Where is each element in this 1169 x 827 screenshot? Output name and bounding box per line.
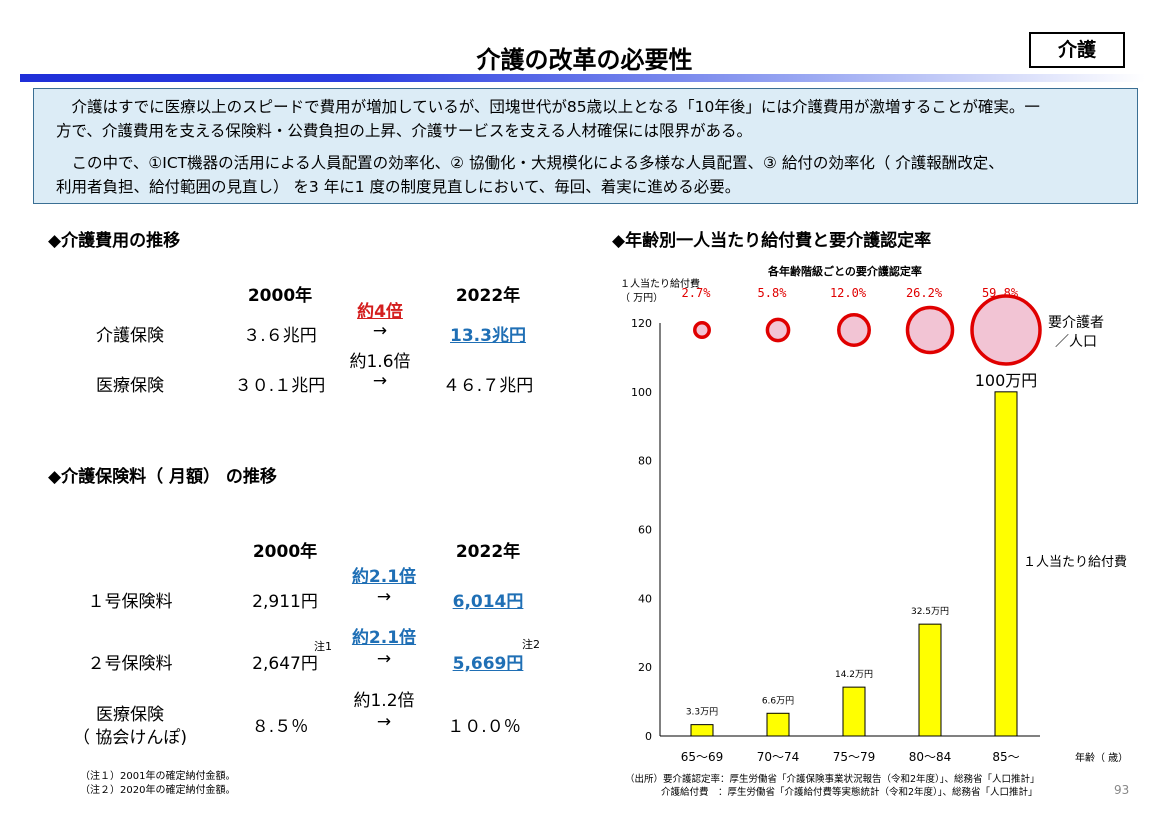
x-tick-label: 85～ <box>992 750 1019 764</box>
premium-row-from: 2,647円 <box>252 654 318 674</box>
premium-row-label: １号保険料 <box>87 592 173 612</box>
cost-row-ratio: 約4倍 <box>357 302 403 322</box>
premium-row-ratio: 約2.1倍 <box>351 567 417 587</box>
arrow-icon: → <box>372 321 388 341</box>
rate-label: 5.8% <box>758 286 788 300</box>
bar <box>842 686 866 737</box>
premium-heading: ◆介護保険料（ 月額） の推移 <box>48 467 277 487</box>
bar <box>690 724 714 737</box>
y-tick-label: 60 <box>638 524 652 537</box>
rate-bubble <box>970 294 1042 366</box>
y-axis-label: （ 万円） <box>620 292 663 304</box>
cost-row-ratio: 約1.6倍 <box>349 352 411 372</box>
y-tick-label: 100 <box>631 386 652 399</box>
y-tick-label: 120 <box>631 317 652 330</box>
category-tag: 介護 <box>1029 32 1125 68</box>
summary-box: 介護はすでに医療以上のスピードで費用が増加しているが、団塊世代が85歳以上となる… <box>33 88 1138 204</box>
page-number: 93 <box>1114 783 1130 797</box>
footnote: （注１）2001年の確定納付金額。 <box>80 771 236 782</box>
summary-p2-line2: 利用者負担、給付範囲の見直し） を3 年に1 度の制度見直しにおいて、毎回、着実… <box>56 178 741 196</box>
premium-row-ratio: 約1.2倍 <box>353 691 415 711</box>
benefit-chart: 0 20 40 60 80 100 120 １人当たり給付費 （ 万円） 各年齢階級ごとの要介護認… <box>620 264 1128 764</box>
premium-row-label-sub: （ 協会けんぽ) <box>72 728 188 748</box>
rate-label: 26.2% <box>906 286 943 300</box>
summary-p2-line1: この中で、①ICT機器の活用による人員配置の効率化、② 協働化・大規模化による多… <box>56 154 1004 172</box>
premium-row-to: 6,014円 <box>452 592 524 612</box>
cost-row-label: 介護保険 <box>96 326 164 346</box>
bar <box>918 623 942 737</box>
premium-row-to: 5,669円 <box>452 654 524 674</box>
header-divider <box>20 74 1145 82</box>
cost-row-to: 13.3兆円 <box>450 326 526 346</box>
arrow-icon: → <box>376 712 392 732</box>
x-axis-label: 年齢（ 歳） <box>1075 751 1128 764</box>
rate-label: 2.7% <box>682 286 712 300</box>
page-title: 介護の改革の必要性 <box>476 46 693 74</box>
arrow-icon: → <box>372 371 388 391</box>
y-tick-label: 0 <box>645 730 652 743</box>
chart-heading: ◆年齢別一人当たり給付費と要介護認定率 <box>612 231 932 251</box>
y-tick-label: 80 <box>638 455 652 468</box>
rate-bubble <box>765 317 791 343</box>
y-tick-label: 40 <box>638 592 652 605</box>
source-note: （出所）要介護認定率：厚生労働省「介護保険事業状況報告（令和2年度）」、総務省「… <box>625 774 1040 785</box>
bar-value-label: 3.3万円 <box>686 707 718 718</box>
cost-row-from: ３.６兆円 <box>243 326 317 346</box>
premium-row-label: 医療保険 <box>96 705 164 725</box>
premium-row-to: １０.０％ <box>447 717 521 737</box>
y-axis-label: １人当たり給付費 <box>620 277 700 290</box>
cost-year-to: 2022年 <box>455 286 521 306</box>
rate-bubble <box>693 321 711 339</box>
footnote-marker: 注1 <box>314 640 332 653</box>
chart-subtitle: 各年齢階級ごとの要介護認定率 <box>767 264 922 278</box>
summary-p1-line1: 介護はすでに医療以上のスピードで費用が増加しているが、団塊世代が85歳以上となる… <box>56 98 1040 116</box>
series-legend: １人当たり給付費 <box>1023 555 1127 570</box>
rate-legend: 要介護者 <box>1048 315 1104 331</box>
bar-value-label: 100万円 <box>975 371 1038 390</box>
bar-value-label: 32.5万円 <box>911 606 949 617</box>
rate-bubble <box>837 313 871 347</box>
cost-row-from: ３０.１兆円 <box>234 376 326 396</box>
y-tick-label: 20 <box>638 661 652 674</box>
x-tick-label: 70～74 <box>757 750 800 764</box>
source-note: 介護給付費 ：厚生労働省「介護給付費等実態統計（令和2年度）」、総務省「人口推計… <box>661 787 1038 798</box>
premium-year-to: 2022年 <box>455 542 521 562</box>
summary-p1-line2: 方で、介護費用を支える保険料・公費負担の上昇、介護サービスを支える人材確保には限… <box>56 122 752 140</box>
footnote: （注２）2020年の確定納付金額。 <box>80 785 236 796</box>
premium-row-from: 2,911円 <box>252 592 318 612</box>
bar <box>994 391 1018 737</box>
premium-row-from: ８.５％ <box>251 717 309 737</box>
x-tick-label: 75～79 <box>833 750 876 764</box>
rate-bubble <box>905 305 955 355</box>
premium-year-from: 2000年 <box>252 542 318 562</box>
cost-heading: ◆介護費用の推移 <box>48 231 181 251</box>
x-tick-label: 65～69 <box>681 750 724 764</box>
cost-row-to: ４６.７兆円 <box>442 376 534 396</box>
bar-value-label: 14.2万円 <box>835 669 873 680</box>
bar <box>766 712 790 737</box>
arrow-icon: → <box>376 649 392 669</box>
x-tick-label: 80～84 <box>909 750 952 764</box>
rate-legend: ／人口 <box>1055 334 1097 350</box>
rate-label: 59.8% <box>982 286 1019 300</box>
premium-row-ratio: 約2.1倍 <box>351 628 417 648</box>
arrow-icon: → <box>376 587 392 607</box>
footnote-marker: 注2 <box>522 638 540 651</box>
cost-row-label: 医療保険 <box>96 376 164 396</box>
cost-year-from: 2000年 <box>247 286 313 306</box>
premium-row-label: ２号保険料 <box>87 654 173 674</box>
rate-label: 12.0% <box>830 286 867 300</box>
bar-value-label: 6.6万円 <box>762 695 794 706</box>
